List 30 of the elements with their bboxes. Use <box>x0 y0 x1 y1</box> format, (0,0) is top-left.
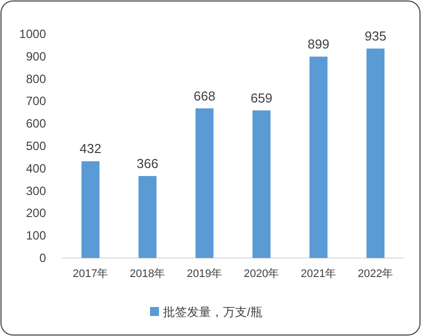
data-label: 899 <box>308 36 330 52</box>
y-tick-label: 400 <box>26 161 46 176</box>
x-tick-label: 2017年 <box>72 268 108 280</box>
data-label: 432 <box>80 141 102 156</box>
x-tick-label: 2020年 <box>244 268 280 280</box>
data-label: 366 <box>136 156 158 172</box>
data-label: 659 <box>250 90 272 106</box>
y-tick-label: 900 <box>26 49 46 64</box>
bar <box>138 176 156 258</box>
bar <box>82 161 100 258</box>
y-tick-label: 100 <box>26 228 46 243</box>
y-tick-label: 0 <box>39 251 46 265</box>
y-tick-label: 500 <box>26 139 46 153</box>
y-tick-label: 200 <box>26 206 46 220</box>
x-tick-label: 2022年 <box>358 268 394 280</box>
bar <box>310 56 328 258</box>
data-label: 935 <box>364 28 386 44</box>
x-tick-label: 2019年 <box>186 268 222 280</box>
x-tick-label: 2018年 <box>130 268 166 280</box>
bar <box>196 108 214 258</box>
y-tick-label: 1000 <box>19 27 46 41</box>
y-tick-label: 600 <box>26 116 46 131</box>
legend-label: 批签发量，万支/瓶 <box>163 305 262 319</box>
bar <box>252 110 270 258</box>
y-tick-label: 800 <box>26 72 46 86</box>
bar <box>366 48 384 258</box>
y-tick-label: 300 <box>26 184 46 198</box>
y-tick-label: 700 <box>26 94 46 108</box>
x-tick-label: 2021年 <box>300 268 336 280</box>
data-label: 668 <box>194 88 216 104</box>
